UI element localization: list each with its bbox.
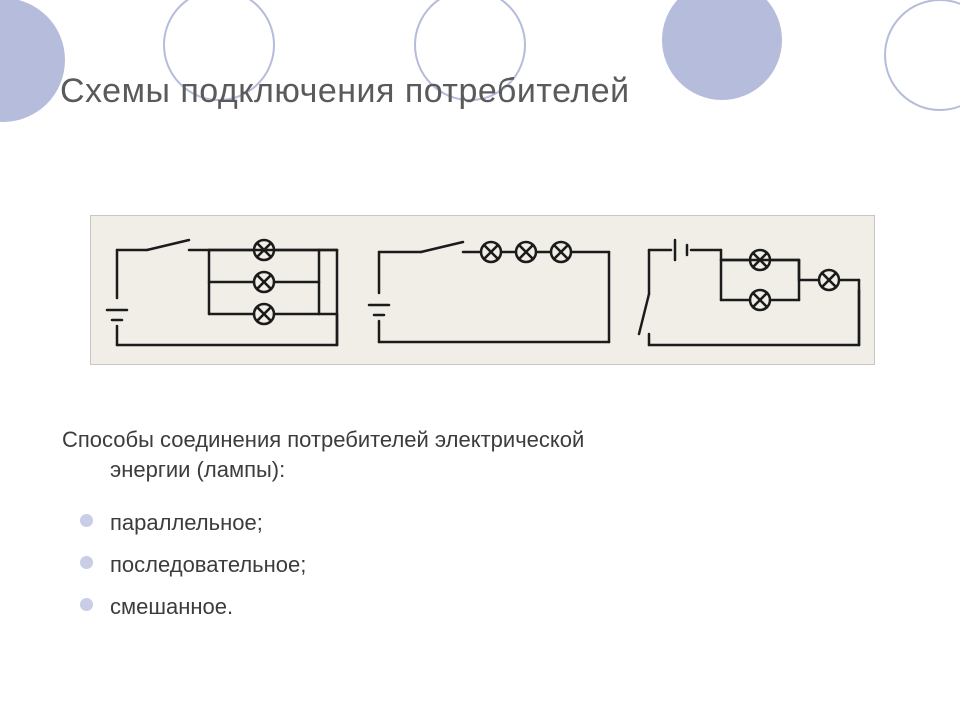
lead-line-1: Способы соединения потребителей электрич… — [62, 427, 584, 452]
bullet-item-parallel: параллельное; — [80, 502, 882, 544]
diagram-strip — [90, 215, 875, 365]
lead-text: Способы соединения потребителей электрич… — [62, 425, 882, 484]
diagram-mixed — [639, 240, 859, 345]
diagrams-svg — [91, 216, 876, 366]
bullet-item-series: последовательное; — [80, 544, 882, 586]
bullet-item-mixed: смешанное. — [80, 586, 882, 628]
diagram-parallel — [107, 240, 337, 345]
bullet-list: параллельное; последовательное; смешанно… — [62, 502, 882, 627]
lead-line-2: энергии (лампы): — [62, 455, 882, 485]
body-text: Способы соединения потребителей электрич… — [62, 425, 882, 628]
page-title: Схемы подключения потребителей — [60, 72, 630, 111]
diagram-series — [369, 242, 609, 342]
